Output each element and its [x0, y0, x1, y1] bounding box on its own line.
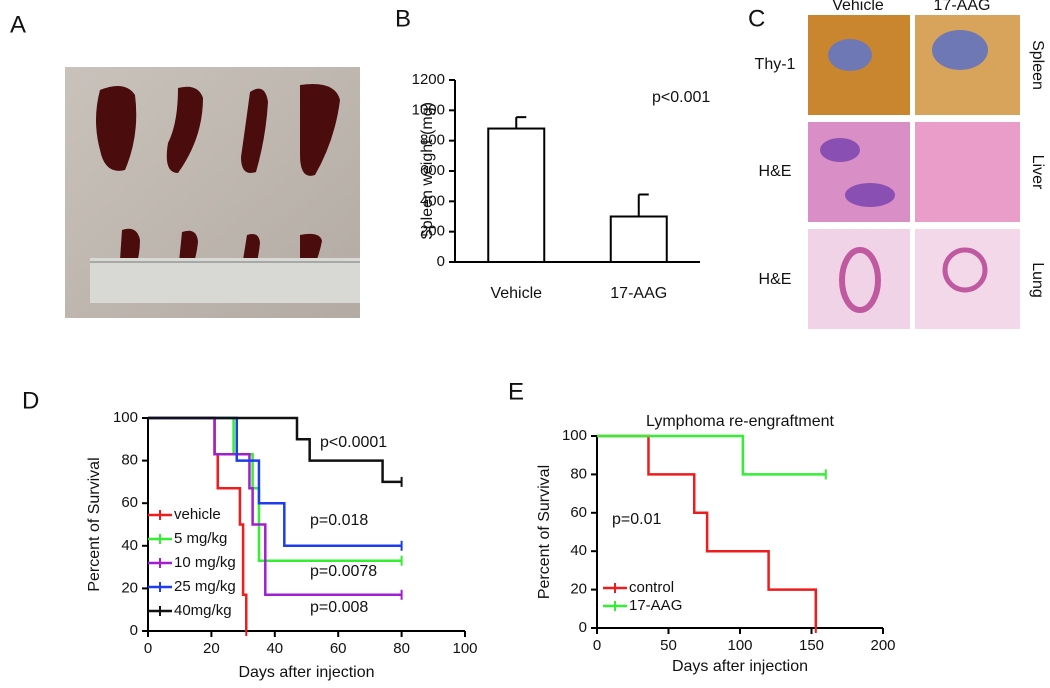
- panel-label: A: [10, 11, 26, 38]
- survival-line: [148, 416, 402, 562]
- legend-label: 10 mg/kg: [174, 554, 236, 571]
- panel-label: D: [22, 387, 39, 414]
- annotation: p=0.008: [310, 599, 368, 616]
- x-tick-label: 60: [330, 640, 347, 657]
- panel-label: E: [508, 378, 524, 405]
- stain-label: H&E: [759, 163, 792, 180]
- x-tick-label: 40: [266, 640, 283, 657]
- annotation: p<0.0001: [320, 434, 387, 451]
- x-axis-label: Days after injection: [672, 658, 808, 675]
- survival-line: [148, 416, 402, 548]
- photo-a: [65, 67, 360, 318]
- y-tick-label: 800: [420, 132, 445, 149]
- y-tick-label: 0: [579, 619, 587, 636]
- y-tick-label: 100: [562, 427, 587, 444]
- panel-label: B: [395, 5, 411, 32]
- stain-label: Thy-1: [755, 56, 796, 73]
- legend-label: 17-AAG: [629, 597, 682, 614]
- micrographs-c: [808, 15, 1020, 329]
- y-tick-label: 600: [420, 162, 445, 179]
- y-tick-label: 80: [121, 452, 138, 469]
- legend-label: 5 mg/kg: [174, 530, 227, 547]
- x-tick-label: 0: [144, 640, 152, 657]
- annotation: p=0.0078: [310, 563, 377, 580]
- tissue-label: Liver: [1029, 155, 1046, 190]
- y-tick-label: 0: [130, 622, 138, 639]
- x-tick-label: 100: [727, 637, 752, 654]
- x-tick-label: 150: [799, 637, 824, 654]
- y-tick-label: 40: [121, 537, 138, 554]
- y-axis-label: Percent of Survival: [86, 457, 103, 591]
- panel-label: C: [748, 5, 765, 32]
- bar: [609, 215, 668, 263]
- y-tick-label: 1200: [412, 71, 445, 88]
- y-axis-label: Percent of Survival: [536, 465, 553, 599]
- y-tick-label: 40: [570, 542, 587, 559]
- bar: [487, 127, 546, 263]
- legend-label: control: [629, 579, 674, 596]
- survival-line: [148, 416, 248, 631]
- x-tick-label: Vehicle: [490, 285, 542, 302]
- y-tick-label: 100: [113, 409, 138, 426]
- y-tick-label: 1000: [412, 101, 445, 118]
- y-tick-label: 80: [570, 465, 587, 482]
- survival-line: [597, 434, 826, 476]
- x-tick-label: 80: [393, 640, 410, 657]
- x-tick-label: 20: [203, 640, 220, 657]
- x-tick-label: 200: [870, 637, 895, 654]
- tissue-label: Spleen: [1029, 40, 1046, 90]
- tissue-label: Lung: [1029, 262, 1046, 298]
- y-tick-label: 60: [570, 504, 587, 521]
- chart-title: Lymphoma re-engraftment: [646, 413, 834, 430]
- y-tick-label: 60: [121, 494, 138, 511]
- x-tick-label: 50: [660, 637, 677, 654]
- y-tick-label: 20: [121, 579, 138, 596]
- x-tick-label: 0: [593, 637, 601, 654]
- y-tick-label: 0: [437, 253, 445, 270]
- legend-label: 40mg/kg: [174, 602, 232, 619]
- x-axis-label: Days after injection: [238, 664, 374, 681]
- x-tick-label: 100: [452, 640, 477, 657]
- annotation: p<0.001: [652, 89, 710, 106]
- survival-line: [148, 416, 402, 484]
- survival-line: [148, 416, 402, 597]
- column-label: Vehicle: [832, 0, 884, 14]
- column-label: 17-AAG: [934, 0, 991, 14]
- annotation: p=0.01: [612, 511, 661, 528]
- y-axis-label: Spleen weight (mg): [419, 102, 436, 240]
- annotation: p=0.018: [310, 512, 368, 529]
- legend-label: vehicle: [174, 506, 221, 523]
- y-tick-label: 200: [420, 223, 445, 240]
- y-tick-label: 400: [420, 192, 445, 209]
- y-tick-label: 20: [570, 581, 587, 598]
- stain-label: H&E: [759, 271, 792, 288]
- x-tick-label: 17-AAG: [610, 285, 667, 302]
- survival-line: [597, 434, 818, 628]
- legend-label: 25 mg/kg: [174, 578, 236, 595]
